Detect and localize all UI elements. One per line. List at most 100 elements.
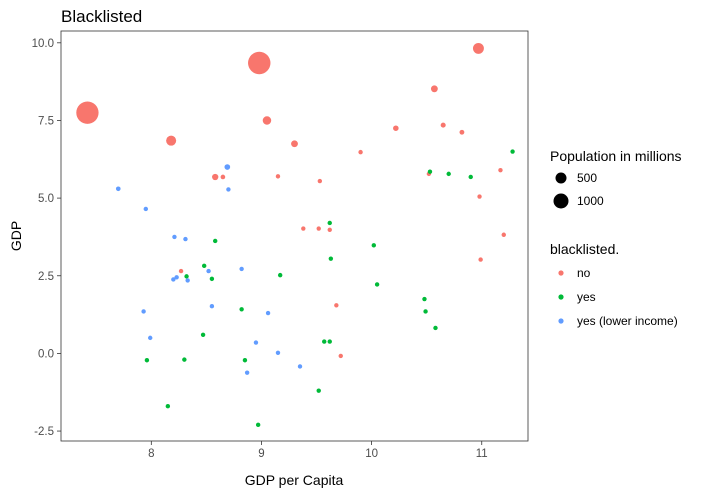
data-point-no — [358, 149, 363, 155]
x-tick-label: 8 — [148, 448, 154, 460]
color-legend-title: blacklisted. — [550, 241, 619, 257]
data-point-yes-lower-income — [143, 206, 149, 212]
data-point-yes-lower-income — [253, 340, 259, 345]
data-point-yes — [468, 174, 473, 180]
data-point-yes-lower-income — [226, 187, 231, 192]
data-point-no — [76, 101, 99, 124]
data-point-yes — [277, 272, 283, 278]
data-point-yes — [201, 263, 207, 269]
x-axis: 8 9 10 11 — [148, 441, 488, 460]
data-point-no — [317, 178, 323, 184]
data-point-no — [248, 51, 271, 75]
color-legend: blacklisted. no yes yes (lower income) — [550, 241, 678, 328]
data-point-no — [212, 173, 219, 181]
size-legend-label-1000: 1000 — [577, 194, 604, 208]
data-point-yes — [242, 358, 248, 363]
data-point-yes-lower-income — [115, 186, 121, 192]
data-point-no — [275, 174, 281, 179]
data-point-no — [459, 129, 465, 135]
data-point-no — [501, 232, 506, 237]
data-point-yes-lower-income — [141, 309, 146, 314]
data-point-no — [262, 116, 272, 125]
color-legend-label-yes: yes — [577, 290, 596, 304]
data-point-no — [430, 85, 438, 93]
data-point-yes — [510, 149, 515, 154]
data-point-yes-lower-income — [171, 277, 176, 282]
data-point-yes-lower-income — [275, 350, 281, 355]
data-point-no — [498, 167, 503, 173]
data-point-no — [477, 194, 482, 199]
y-axis-title: GDP — [8, 221, 24, 251]
data-point-yes — [327, 339, 332, 344]
data-point-yes — [144, 358, 150, 363]
data-point-yes-lower-income — [148, 335, 153, 341]
data-point-yes-lower-income — [185, 278, 190, 283]
size-legend-key-1000 — [553, 193, 569, 209]
data-point-yes — [328, 256, 334, 261]
y-tick-label: 10.0 — [32, 38, 54, 50]
plot-panel — [60, 30, 529, 442]
data-point-no — [291, 140, 298, 148]
data-point-yes — [209, 276, 215, 282]
data-point-yes — [184, 274, 189, 279]
data-point-yes — [316, 388, 321, 393]
data-point-yes-lower-income — [297, 364, 303, 369]
data-point-no — [478, 257, 483, 262]
color-legend-label-yes-lower-income: yes (lower income) — [577, 314, 678, 328]
data-point-no — [327, 227, 332, 232]
data-point-yes — [200, 332, 206, 337]
data-point-yes — [422, 296, 427, 302]
color-legend-key-yes — [558, 294, 564, 300]
data-point-yes-lower-income — [206, 268, 211, 274]
data-point-yes — [327, 220, 332, 226]
data-point-yes-lower-income — [239, 266, 244, 272]
data-point-yes — [371, 243, 377, 248]
data-point-yes — [212, 238, 218, 244]
data-point-no — [178, 268, 184, 274]
data-point-yes-lower-income — [172, 234, 177, 240]
color-legend-key-no — [558, 270, 564, 276]
y-axis: -2.5 0.0 2.5 5.0 7.5 10.0 — [32, 38, 61, 438]
size-legend-key-500 — [555, 172, 567, 184]
data-point-yes — [433, 325, 438, 331]
data-point-yes — [427, 169, 433, 174]
data-point-yes — [446, 171, 451, 177]
data-point-yes — [239, 307, 244, 312]
data-point-no — [316, 226, 321, 231]
y-tick-label: 5.0 — [38, 193, 54, 205]
data-point-yes-lower-income — [265, 310, 271, 316]
y-tick-label: 2.5 — [38, 271, 54, 283]
data-point-yes-lower-income — [209, 303, 215, 309]
x-tick-label: 10 — [365, 448, 378, 460]
size-legend-title: Population in millions — [550, 148, 682, 164]
data-point-yes-lower-income — [174, 275, 179, 280]
size-legend: Population in millions 500 1000 — [550, 148, 682, 209]
data-point-yes — [182, 357, 187, 362]
y-tick-label: -2.5 — [34, 426, 54, 438]
data-point-yes-lower-income — [244, 370, 250, 375]
data-point-yes — [423, 309, 428, 314]
data-point-yes — [255, 422, 261, 428]
data-point-no — [334, 303, 339, 308]
chart-title: Blacklisted — [61, 7, 142, 26]
data-point-yes-lower-income — [224, 164, 231, 170]
x-tick-label: 9 — [258, 448, 264, 460]
y-tick-label: 0.0 — [38, 348, 54, 360]
data-point-yes — [322, 339, 327, 344]
data-point-no — [393, 125, 399, 131]
data-point-yes — [165, 404, 171, 409]
data-point-no — [440, 122, 446, 128]
color-legend-key-yes-lower-income — [558, 318, 564, 324]
x-axis-title: GDP per Capita — [245, 472, 344, 488]
data-points — [76, 42, 515, 428]
data-point-no — [301, 226, 306, 231]
data-point-no — [166, 135, 177, 146]
data-point-yes — [374, 282, 380, 287]
y-tick-label: 7.5 — [38, 115, 54, 127]
data-point-no — [472, 42, 484, 54]
x-tick-label: 11 — [476, 448, 488, 460]
data-point-yes-lower-income — [183, 236, 188, 242]
color-legend-label-no: no — [577, 266, 591, 280]
data-point-no — [220, 174, 226, 180]
